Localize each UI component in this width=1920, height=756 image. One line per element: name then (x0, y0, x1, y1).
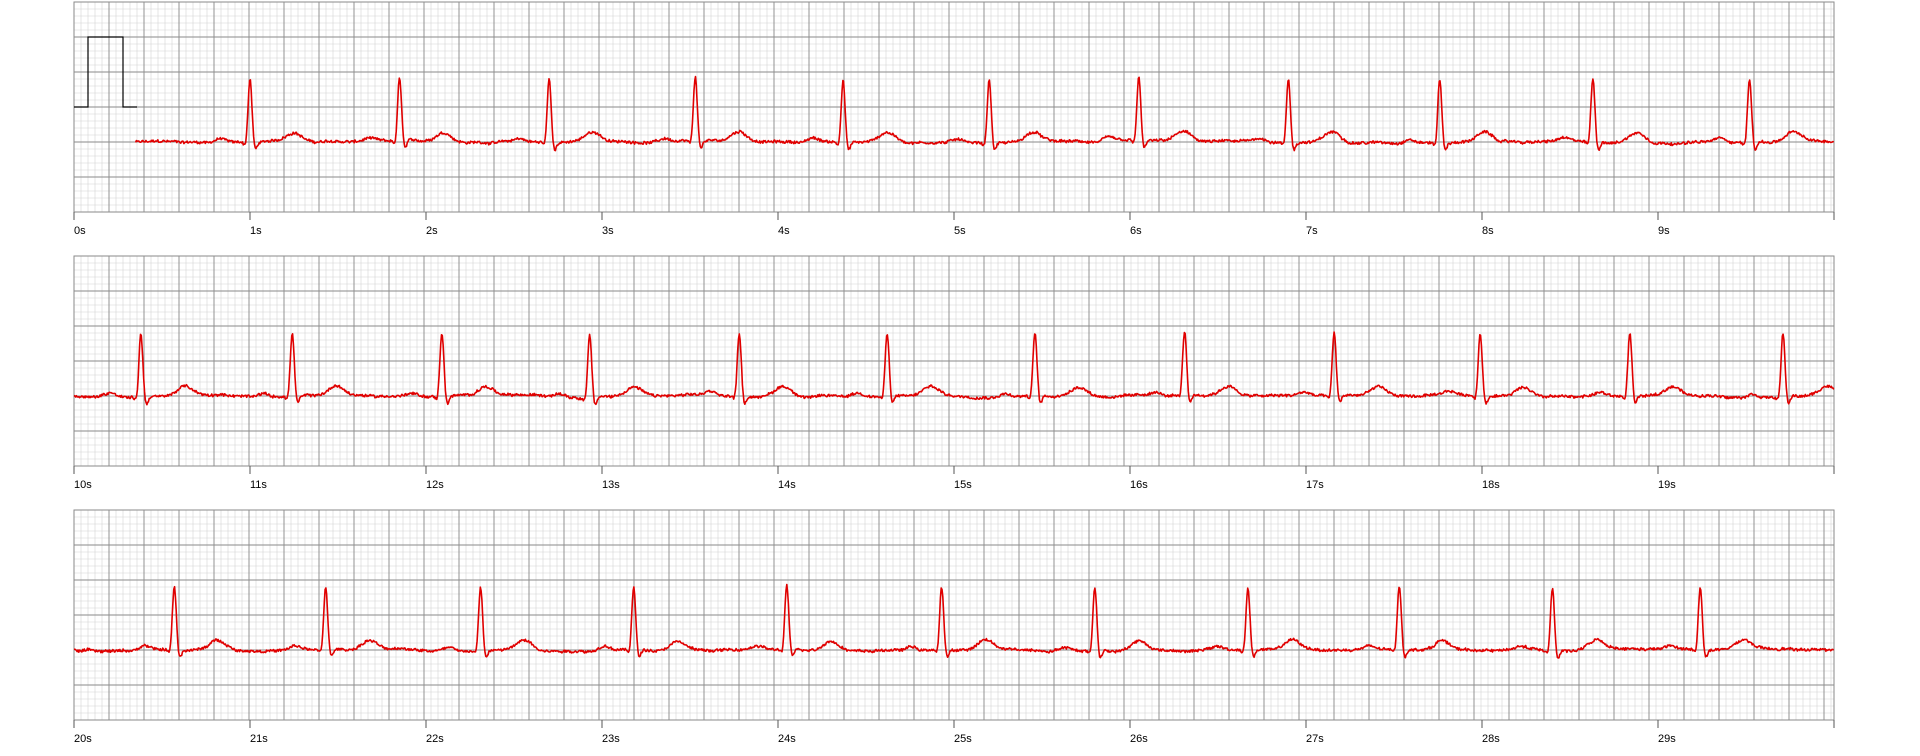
ecg-trace (73, 583, 1834, 659)
ecg-strip-2: 10s 11s 12s 13s 14s 15s 16s 17s 18s 19s (73, 255, 1835, 491)
ecg-strip-1: 0s 1s 2s 3s 4s 5s 6s 7s 8s 9s (73, 1, 1835, 237)
time-tick-label: 25s (954, 733, 972, 745)
grid-major (73, 255, 1834, 467)
time-tick-label: 8s (1482, 225, 1494, 237)
time-tick-label: 29s (1658, 733, 1676, 745)
time-tick-label: 6s (1130, 225, 1142, 237)
time-tick-label: 18s (1482, 479, 1500, 491)
time-tick-label: 21s (250, 733, 268, 745)
time-tick-label: 23s (602, 733, 620, 745)
time-tick-label: 1s (250, 225, 262, 237)
time-tick-label: 2s (426, 225, 438, 237)
time-tick-label: 24s (778, 733, 796, 745)
grid-major (73, 1, 1834, 213)
time-tick-label: 27s (1306, 733, 1324, 745)
time-tick-label: 26s (1130, 733, 1148, 745)
time-tick-label: 5s (954, 225, 966, 237)
calibration-pulse (74, 36, 137, 108)
time-tick-label: 4s (778, 225, 790, 237)
time-tick-label: 3s (602, 225, 614, 237)
ecg-trace (134, 75, 1835, 152)
time-tick-label: 10s (74, 479, 92, 491)
time-tick-label: 17s (1306, 479, 1324, 491)
grid-major (73, 509, 1834, 721)
time-tick-label: 7s (1306, 225, 1318, 237)
time-tick-label: 13s (602, 479, 620, 491)
time-tick-label: 12s (426, 479, 444, 491)
time-tick-label: 15s (954, 479, 972, 491)
time-tick-label: 20s (74, 733, 92, 745)
time-tick-label: 16s (1130, 479, 1148, 491)
time-tick-label: 9s (1658, 225, 1670, 237)
time-tick-label: 11s (250, 479, 267, 491)
time-tick-label: 19s (1658, 479, 1676, 491)
time-tick-label: 14s (778, 479, 796, 491)
time-tick-label: 28s (1482, 733, 1500, 745)
time-tick-label: 0s (74, 225, 86, 237)
time-tick-label: 22s (426, 733, 444, 745)
ecg-trace (73, 331, 1835, 406)
ecg-strip-3: 20s 21s 22s 23s 24s 25s 26s 27s 28s 29s (73, 509, 1835, 745)
